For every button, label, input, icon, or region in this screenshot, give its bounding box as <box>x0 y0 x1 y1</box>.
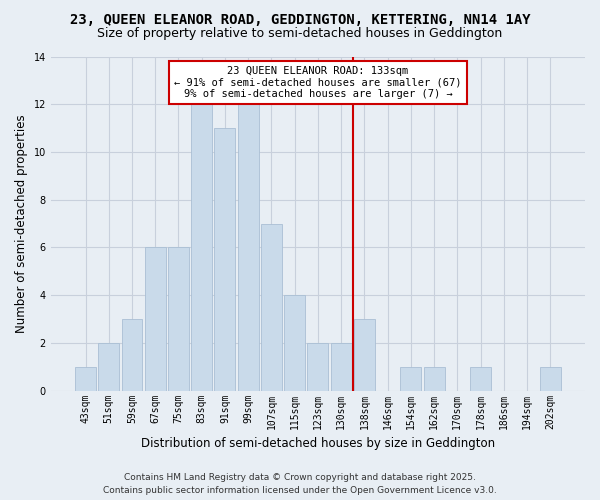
Bar <box>191 104 212 391</box>
Bar <box>98 343 119 390</box>
Text: 23, QUEEN ELEANOR ROAD, GEDDINGTON, KETTERING, NN14 1AY: 23, QUEEN ELEANOR ROAD, GEDDINGTON, KETT… <box>70 12 530 26</box>
Text: 23 QUEEN ELEANOR ROAD: 133sqm
← 91% of semi-detached houses are smaller (67)
9% : 23 QUEEN ELEANOR ROAD: 133sqm ← 91% of s… <box>174 66 461 99</box>
Bar <box>331 343 352 390</box>
Bar <box>354 319 375 390</box>
Bar <box>261 224 282 390</box>
Bar <box>540 367 561 390</box>
Bar <box>122 319 142 390</box>
X-axis label: Distribution of semi-detached houses by size in Geddington: Distribution of semi-detached houses by … <box>141 437 495 450</box>
Bar <box>400 367 421 390</box>
Bar <box>214 128 235 390</box>
Text: Size of property relative to semi-detached houses in Geddington: Size of property relative to semi-detach… <box>97 28 503 40</box>
Text: Contains HM Land Registry data © Crown copyright and database right 2025.
Contai: Contains HM Land Registry data © Crown c… <box>103 474 497 495</box>
Bar <box>307 343 328 390</box>
Bar <box>145 248 166 390</box>
Bar <box>238 104 259 391</box>
Y-axis label: Number of semi-detached properties: Number of semi-detached properties <box>15 114 28 333</box>
Bar <box>168 248 189 390</box>
Bar <box>424 367 445 390</box>
Bar <box>470 367 491 390</box>
Bar <box>284 295 305 390</box>
Bar <box>75 367 96 390</box>
